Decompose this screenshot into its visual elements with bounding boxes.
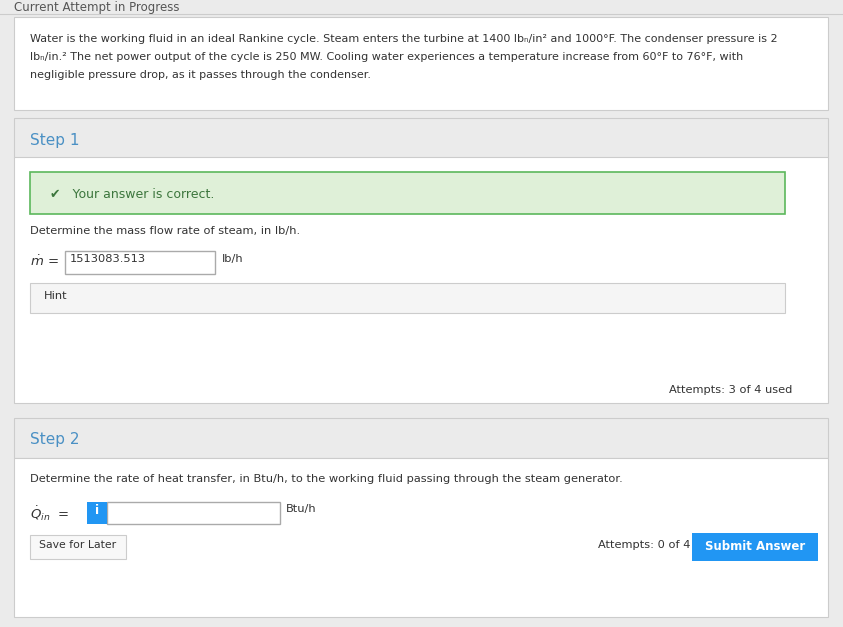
Text: Determine the mass flow rate of steam, in lb/h.: Determine the mass flow rate of steam, i… xyxy=(30,226,300,236)
Text: Step 1: Step 1 xyxy=(30,133,79,148)
Bar xyxy=(14,17,828,110)
Text: Determine the rate of heat transfer, in Btu/h, to the working fluid passing thro: Determine the rate of heat transfer, in … xyxy=(30,474,623,484)
Text: lb/h: lb/h xyxy=(222,254,244,264)
Bar xyxy=(65,251,215,274)
Bar xyxy=(14,418,828,458)
Bar xyxy=(14,157,828,403)
Text: Save for Later: Save for Later xyxy=(40,540,116,550)
Bar xyxy=(87,502,107,524)
Text: Current Attempt in Progress: Current Attempt in Progress xyxy=(14,1,180,14)
Text: ✔   Your answer is correct.: ✔ Your answer is correct. xyxy=(50,188,214,201)
Text: Attempts: 0 of 4 used: Attempts: 0 of 4 used xyxy=(598,540,722,550)
Text: Attempts: 3 of 4 used: Attempts: 3 of 4 used xyxy=(668,385,792,395)
Bar xyxy=(30,283,785,313)
Text: Btu/h: Btu/h xyxy=(286,504,317,514)
Text: negligible pressure drop, as it passes through the condenser.: negligible pressure drop, as it passes t… xyxy=(30,70,371,80)
Text: Water is the working fluid in an ideal Rankine cycle. Steam enters the turbine a: Water is the working fluid in an ideal R… xyxy=(30,34,777,44)
Text: $\dot{m}$ =: $\dot{m}$ = xyxy=(30,254,59,268)
Bar xyxy=(692,533,818,561)
Bar xyxy=(107,502,280,524)
Text: 1513083.513: 1513083.513 xyxy=(70,254,146,264)
Bar xyxy=(14,458,828,617)
Bar xyxy=(0,0,843,14)
Bar xyxy=(14,118,828,158)
Bar xyxy=(30,172,785,214)
Text: $\dot{Q}_{in}$  =: $\dot{Q}_{in}$ = xyxy=(30,504,69,523)
Bar xyxy=(30,535,126,559)
Text: lbₙ/in.² The net power output of the cycle is 250 MW. Cooling water experiences : lbₙ/in.² The net power output of the cyc… xyxy=(30,52,744,62)
Text: Submit Answer: Submit Answer xyxy=(705,540,805,553)
Text: Hint: Hint xyxy=(44,291,67,301)
Text: i: i xyxy=(95,504,99,517)
Text: Step 2: Step 2 xyxy=(30,432,79,447)
